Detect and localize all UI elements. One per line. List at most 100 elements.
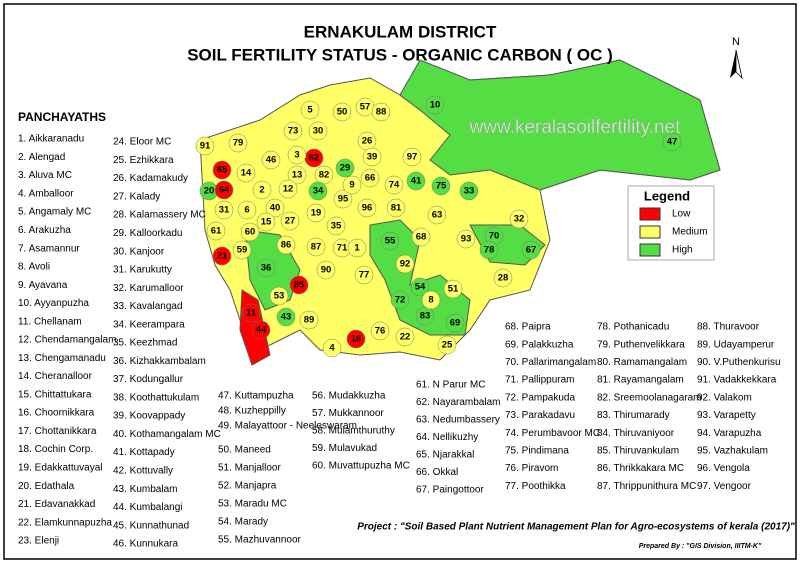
region-patch xyxy=(406,171,426,191)
panchayath-entry: 47. Kuttampuzha xyxy=(218,391,294,402)
panchayath-entry: 88. Thuravoor xyxy=(697,322,760,333)
region-label: 96 xyxy=(362,203,373,214)
region-label: 97 xyxy=(407,152,418,163)
region-patch xyxy=(493,268,513,288)
panchayath-entry: 78. Pothanicadu xyxy=(597,322,669,333)
region-patch xyxy=(427,205,447,225)
region-label: 55 xyxy=(385,236,396,247)
panchayath-entry: 17. Chottanikkara xyxy=(18,426,97,437)
legend-title: Legend xyxy=(644,188,690,203)
region-patch xyxy=(265,198,285,218)
region-label: 70 xyxy=(489,231,500,242)
panchayath-entry: 92. Valakom xyxy=(697,392,752,403)
region-patch xyxy=(251,320,271,340)
region-label: 25 xyxy=(442,340,453,351)
region-patch xyxy=(308,181,328,201)
region-label: 92 xyxy=(400,259,411,270)
panchayath-entry: 29. Kalloorkadu xyxy=(113,228,183,239)
panchayath-entry: 62. Nayarambalam xyxy=(416,397,500,408)
panchayath-entry: 18. Cochin Corp. xyxy=(18,444,93,455)
region-label: 59 xyxy=(237,245,248,256)
panchayath-entry: 14. Cheranalloor xyxy=(18,371,93,382)
region-patch xyxy=(509,209,529,229)
panchayath-entry: 55. Mazhuvannoor xyxy=(218,535,302,546)
panchayath-entry: 13. Chengamanadu xyxy=(18,353,106,364)
region-label: 39 xyxy=(367,152,378,163)
panchayath-entry: 39. Koovappady xyxy=(113,411,185,422)
panchayath-entry: 16. Choornikkara xyxy=(18,408,95,419)
region-label: 79 xyxy=(233,138,244,149)
region-patch xyxy=(662,132,682,152)
panchayath-entry: 58. Mulamthuruthy xyxy=(312,426,395,437)
region-patch xyxy=(357,198,377,218)
region-label: 12 xyxy=(283,184,294,195)
region-label: 21 xyxy=(217,251,228,262)
region-patch xyxy=(276,235,296,255)
panchayath-entry: 97. Vengoor xyxy=(697,481,752,492)
region-label: 57 xyxy=(360,102,371,113)
panchayath-entry: 35. Keezhmad xyxy=(113,338,178,349)
region-patch xyxy=(410,277,430,297)
panchayath-entry: 63. Nedumbassery xyxy=(416,415,500,426)
panchayath-entry: 96. Vengola xyxy=(697,463,750,474)
legend-swatch xyxy=(639,207,661,221)
region-label: 81 xyxy=(391,203,402,214)
watermark: www.keralasoilfertility.net xyxy=(469,117,682,138)
region-label: 69 xyxy=(450,318,461,329)
region-label: 60 xyxy=(245,227,256,238)
region-patch xyxy=(342,175,362,195)
panchayath-entry: 73. Parakadavu xyxy=(505,410,575,421)
panchayath-entry: 60. Muvattupuzha MC xyxy=(312,461,410,472)
region-patch xyxy=(206,221,226,241)
region-label: 15 xyxy=(261,217,272,228)
region-label: 26 xyxy=(362,136,373,147)
region-label: 64 xyxy=(219,185,230,196)
region-patch xyxy=(283,121,303,141)
region-label: 10 xyxy=(430,100,441,111)
region-patch xyxy=(252,180,272,200)
panchayath-entry: 85. Thiruvankulam xyxy=(597,446,679,457)
panchayath-entry: 86. Thrikkakara MC xyxy=(597,463,684,474)
region-label: 8 xyxy=(428,295,433,306)
panchayath-entry: 36. Kizhakkambalam xyxy=(113,356,206,367)
panchayath-entry: 28. Kalamassery MC xyxy=(113,210,206,221)
region-label: 50 xyxy=(337,107,348,118)
panchayath-entry: 2. Alengad xyxy=(18,152,65,163)
panchayath-entry: 61. N Parur MC xyxy=(416,380,485,391)
region-label: 91 xyxy=(200,141,211,152)
region-label: 88 xyxy=(376,107,387,118)
region-patch xyxy=(276,307,296,327)
panchayath-entry: 54. Marady xyxy=(218,517,268,528)
region-label: 93 xyxy=(461,234,472,245)
panchayath-entry: 70. Pallarimangalam xyxy=(505,357,596,368)
region-patch xyxy=(445,313,465,333)
panchayath-entry: 74. Perumbavoor MC xyxy=(505,428,600,439)
region-patch xyxy=(459,181,479,201)
region-patch xyxy=(261,150,281,170)
region-patch xyxy=(521,240,541,260)
region-label: 13 xyxy=(292,170,303,181)
panchayath-entry: 23. Elenji xyxy=(18,536,59,547)
panchayath-entry: 1. Aikkaranadu xyxy=(18,134,84,145)
legend-label: Medium xyxy=(672,227,708,238)
region-patch xyxy=(335,158,355,178)
panchayath-entry: 8. Avoli xyxy=(18,262,50,273)
panchayath-entry: 81. Rayamangalam xyxy=(597,375,684,386)
region-label: 74 xyxy=(389,180,400,191)
panchayath-entry: 20. Edathala xyxy=(18,481,75,492)
region-patch xyxy=(287,165,307,185)
panchayath-entry: 25. Ezhikkara xyxy=(113,155,174,166)
region-patch xyxy=(362,147,382,167)
panchayath-entry: 64. Nellikuzhy xyxy=(416,432,478,443)
region-patch xyxy=(370,321,390,341)
panchayath-entry: 95. Vazhakulam xyxy=(697,446,768,457)
region-label: 63 xyxy=(432,210,443,221)
region-label: 30 xyxy=(313,126,324,137)
region-label: 6 xyxy=(244,205,249,216)
panchayath-entry: 38. Koothattukulam xyxy=(113,392,199,403)
panchayath-entry: 3. Aluva MC xyxy=(18,170,72,181)
region-label: 86 xyxy=(281,240,292,251)
region-patch xyxy=(380,231,400,251)
region-label: 75 xyxy=(436,181,447,192)
north-arrow xyxy=(730,50,736,78)
